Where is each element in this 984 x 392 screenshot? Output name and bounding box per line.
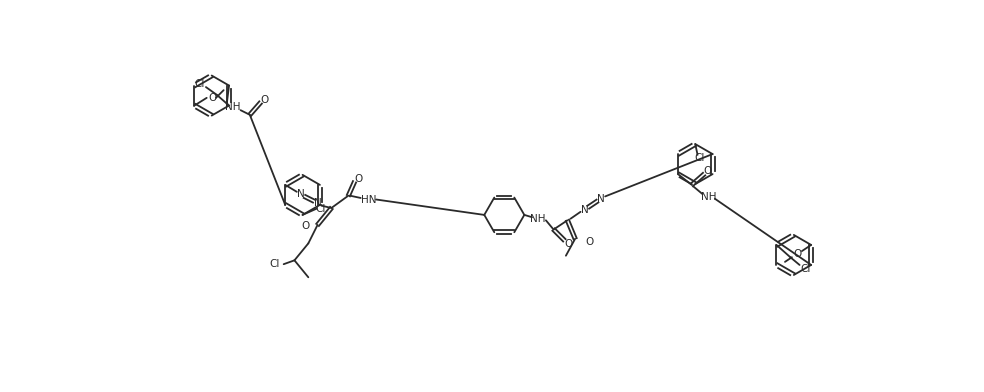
Text: Cl: Cl: [801, 264, 811, 274]
Text: O: O: [354, 174, 362, 185]
Text: NH: NH: [225, 102, 241, 112]
Text: O: O: [208, 93, 216, 103]
Text: N: N: [314, 198, 322, 209]
Text: Cl: Cl: [195, 79, 205, 89]
Text: NH: NH: [530, 214, 546, 224]
Text: HN: HN: [360, 194, 376, 205]
Text: Cl: Cl: [316, 204, 327, 214]
Text: O: O: [301, 221, 309, 231]
Text: Cl: Cl: [270, 259, 279, 269]
Text: O: O: [584, 237, 593, 247]
Text: O: O: [261, 95, 269, 105]
Text: NH: NH: [701, 192, 716, 202]
Text: O: O: [564, 239, 573, 249]
Text: N: N: [597, 194, 605, 204]
Text: Cl: Cl: [694, 153, 705, 163]
Text: O: O: [704, 166, 712, 176]
Text: N: N: [297, 189, 304, 199]
Text: O: O: [793, 249, 801, 259]
Text: N: N: [581, 205, 588, 214]
